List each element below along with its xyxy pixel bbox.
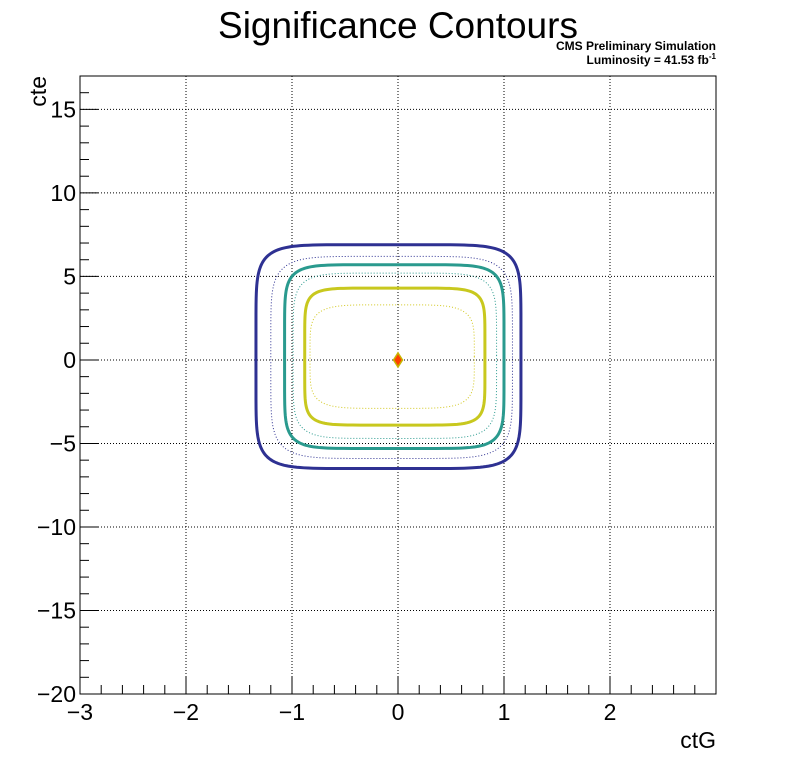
contour-dotted <box>270 255 513 459</box>
x-tick-label: 1 <box>498 699 511 725</box>
y-tick-label: 15 <box>50 96 76 122</box>
chart-title: Significance Contours <box>218 5 578 46</box>
y-axis-label: cte <box>25 76 51 107</box>
x-tick-label: −3 <box>67 699 93 725</box>
x-tick-label: −1 <box>279 699 305 725</box>
y-tick-label: −10 <box>37 514 76 540</box>
y-tick-label: 5 <box>63 263 76 289</box>
x-tick-label: 2 <box>604 699 617 725</box>
x-tick-label: −2 <box>173 699 199 725</box>
contour-solid <box>254 243 523 471</box>
y-tick-label: −5 <box>50 430 76 456</box>
contour-dotted <box>292 272 498 439</box>
x-tick-label: 0 <box>392 699 405 725</box>
y-tick-label: 0 <box>63 347 76 373</box>
contour-dotted <box>309 304 475 409</box>
grid-lines <box>80 76 716 694</box>
x-axis-label: ctG <box>680 727 716 753</box>
luminosity-text: Luminosity = 41.53 fb <box>587 53 709 67</box>
luminosity-label: Luminosity = 41.53 fb-1 <box>587 52 717 67</box>
best-fit-layer <box>392 351 404 369</box>
cms-label: CMS Preliminary Simulation <box>556 39 716 53</box>
best-fit-marker <box>392 351 404 369</box>
y-tick-label: −20 <box>37 681 76 707</box>
contour-curves <box>254 243 523 471</box>
contour-solid <box>303 286 487 427</box>
y-tick-label: −15 <box>37 597 76 623</box>
y-tick-label: 10 <box>50 180 76 206</box>
contour-solid <box>283 263 506 450</box>
luminosity-exponent: -1 <box>709 52 717 61</box>
